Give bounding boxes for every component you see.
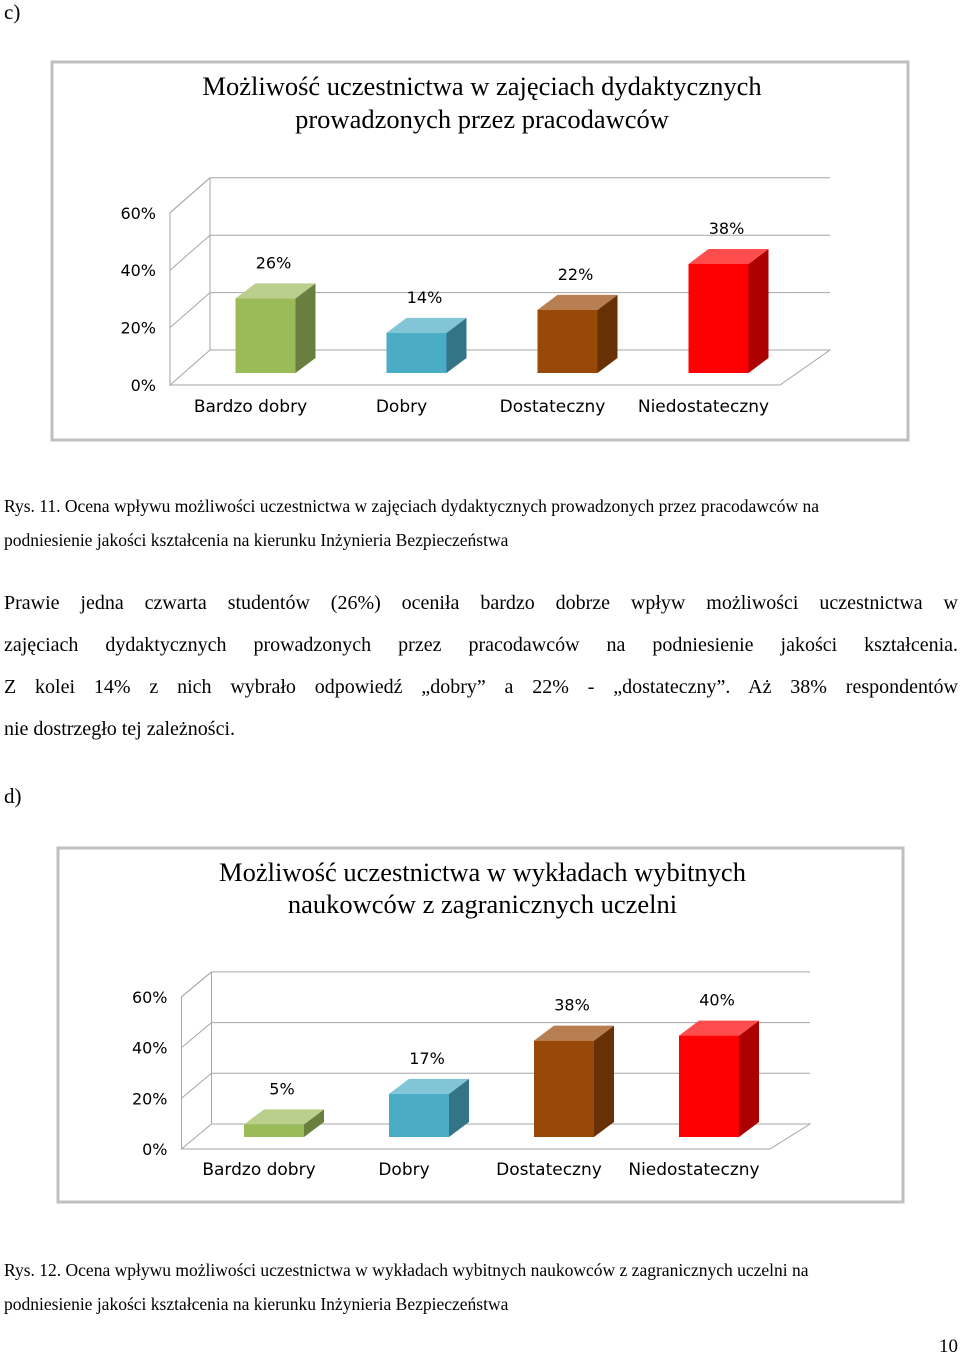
bar-side bbox=[295, 283, 316, 373]
bar-side bbox=[304, 1109, 324, 1137]
value-label: 38% bbox=[709, 219, 745, 238]
bar-top bbox=[537, 294, 618, 310]
value-label: 38% bbox=[554, 996, 590, 1015]
x-tick-label: Niedostateczny bbox=[638, 397, 769, 417]
caption: Rys. 12. Ocena wpływu możliwości uczestn… bbox=[4, 1260, 809, 1280]
value-label: 40% bbox=[699, 991, 735, 1010]
y-tick-label: 0% bbox=[131, 376, 156, 395]
x-tick-label: Dostateczny bbox=[496, 1160, 602, 1180]
chart-title: naukowców z zagranicznych uczelni bbox=[288, 889, 677, 919]
y-tick-label: 20% bbox=[132, 1089, 168, 1108]
caption: podniesienie jakości kształcenia na kier… bbox=[4, 1294, 509, 1314]
x-tick-label: Bardzo dobry bbox=[202, 1160, 315, 1180]
value-label: 5% bbox=[269, 1079, 294, 1098]
x-tick-label: Dobry bbox=[378, 1160, 429, 1180]
y-tick-label: 20% bbox=[120, 319, 156, 338]
bar bbox=[389, 1093, 449, 1137]
bar-top bbox=[244, 1109, 324, 1125]
caption: podniesienie jakości kształcenia na kier… bbox=[4, 530, 509, 550]
value-label: 14% bbox=[407, 288, 443, 307]
x-tick-label: Dostateczny bbox=[500, 397, 606, 417]
bar bbox=[537, 309, 598, 373]
bar bbox=[679, 1035, 739, 1137]
section-label: c) bbox=[4, 0, 21, 24]
grid-line bbox=[181, 971, 810, 998]
x-tick-label: Bardzo dobry bbox=[194, 397, 307, 417]
floor bbox=[180, 1123, 812, 1150]
value-label: 22% bbox=[558, 265, 594, 284]
y-tick-label: 60% bbox=[132, 988, 168, 1007]
paragraph: Prawie jedna czwarta studentów (26%) oce… bbox=[4, 582, 958, 750]
bar-top bbox=[386, 317, 467, 333]
text-line: zajęciach dydaktycznych prowadzonych prz… bbox=[4, 634, 958, 656]
y-tick-label: 0% bbox=[142, 1140, 167, 1159]
chart-title: Możliwość uczestnictwa w wykładach wybit… bbox=[219, 857, 746, 887]
value-label: 26% bbox=[256, 253, 292, 272]
chart-frame bbox=[56, 846, 905, 1204]
text-line: Z kolei 14% z nich wybrało odpowiedź „do… bbox=[4, 676, 958, 698]
grid-line bbox=[169, 292, 830, 328]
grid-line bbox=[181, 1022, 810, 1048]
value-label: 17% bbox=[409, 1049, 445, 1068]
y-tick-label: 40% bbox=[120, 261, 156, 280]
bar bbox=[386, 332, 447, 373]
bar-top bbox=[534, 1025, 614, 1041]
y-tick-label: 40% bbox=[132, 1039, 168, 1058]
bar-top bbox=[389, 1078, 469, 1094]
section-label: d) bbox=[4, 784, 22, 808]
bar-side bbox=[449, 1078, 469, 1137]
bar-side bbox=[594, 1025, 614, 1137]
chart-title: Możliwość uczestnictwa w zajęciach dydak… bbox=[202, 71, 761, 101]
page-number: 10 bbox=[939, 1336, 958, 1357]
grid-line bbox=[169, 177, 830, 214]
chart-title: prowadzonych przez pracodawców bbox=[295, 104, 670, 134]
bar-top bbox=[235, 283, 316, 299]
bar bbox=[534, 1040, 594, 1137]
bar-side bbox=[748, 248, 769, 373]
bar-side bbox=[739, 1020, 759, 1137]
chart: Możliwość uczestnictwa w zajęciach dydak… bbox=[50, 60, 910, 442]
caption: Rys. 11. Ocena wpływu możliwości uczestn… bbox=[4, 496, 819, 516]
floor bbox=[168, 349, 832, 386]
bar bbox=[688, 263, 749, 373]
bar bbox=[235, 298, 296, 373]
y-tick-label: 60% bbox=[120, 204, 156, 223]
x-tick-label: Dobry bbox=[376, 397, 427, 417]
bar-side bbox=[597, 294, 618, 373]
bar-top bbox=[679, 1020, 759, 1036]
text-line: nie dostrzegło tej zależności. bbox=[4, 718, 236, 740]
text-line: Prawie jedna czwarta studentów (26%) oce… bbox=[4, 592, 958, 614]
chart: Możliwość uczestnictwa w wykładach wybit… bbox=[56, 846, 905, 1204]
bar-side bbox=[446, 317, 467, 373]
grid-line bbox=[169, 234, 830, 271]
x-tick-label: Niedostateczny bbox=[628, 1160, 759, 1180]
bar-top bbox=[688, 248, 769, 264]
bar bbox=[244, 1124, 304, 1137]
